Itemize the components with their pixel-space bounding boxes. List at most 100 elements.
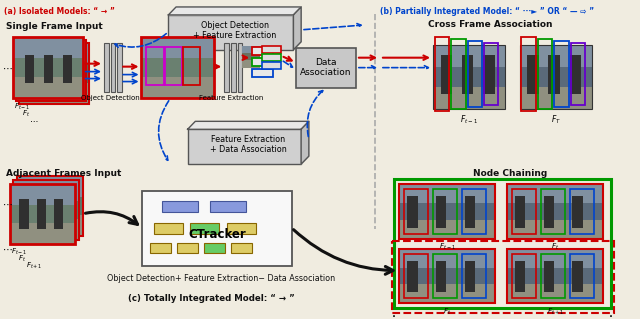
Bar <box>141 37 214 58</box>
Text: $F_t$: $F_t$ <box>551 242 559 252</box>
Bar <box>17 80 86 101</box>
Bar <box>17 176 83 236</box>
Bar <box>484 43 499 105</box>
Text: $\cdots$: $\cdots$ <box>2 63 13 73</box>
Bar <box>468 41 482 108</box>
Text: Object Detection
+ Feature Extraction: Object Detection + Feature Extraction <box>193 21 276 40</box>
Bar <box>520 45 592 109</box>
Polygon shape <box>188 121 309 129</box>
Bar <box>210 201 246 212</box>
Bar <box>515 196 525 228</box>
Text: $F_t$: $F_t$ <box>444 306 452 316</box>
Text: (a) Isolated Models: “ → ”: (a) Isolated Models: “ → ” <box>4 7 115 16</box>
Bar <box>407 261 417 293</box>
Bar <box>512 254 536 298</box>
Bar <box>19 199 29 229</box>
Bar <box>13 180 79 240</box>
Bar <box>227 223 256 234</box>
Bar <box>507 249 604 303</box>
Bar <box>554 41 568 108</box>
Bar <box>13 37 83 58</box>
Bar <box>436 196 447 228</box>
Bar <box>188 129 301 164</box>
Bar <box>436 261 447 293</box>
Bar <box>177 243 198 253</box>
Text: $F_T$: $F_T$ <box>550 113 561 126</box>
Bar <box>570 43 585 105</box>
Bar <box>433 45 505 109</box>
Bar <box>570 55 581 94</box>
Text: $\cdots$: $\cdots$ <box>2 244 13 254</box>
Bar <box>433 45 505 109</box>
Bar <box>17 215 83 236</box>
Bar <box>462 254 486 298</box>
Bar <box>541 254 564 298</box>
Text: Node Chaining: Node Chaining <box>473 169 547 178</box>
Polygon shape <box>294 7 301 50</box>
Bar <box>252 69 273 77</box>
Text: $F_t$: $F_t$ <box>22 108 30 119</box>
Bar <box>507 184 604 239</box>
Bar <box>183 47 200 85</box>
Text: $F_{t-1}$: $F_{t-1}$ <box>439 242 456 252</box>
Bar <box>435 37 449 111</box>
Bar <box>512 189 536 234</box>
Text: (b) Partially Integrated Model: “ ···► ” OR “ — ⇨ ”: (b) Partially Integrated Model: “ ···► ”… <box>380 7 594 16</box>
Bar <box>17 176 83 236</box>
Polygon shape <box>168 7 301 15</box>
Bar <box>111 43 115 93</box>
Bar <box>13 180 79 201</box>
Bar <box>13 219 79 240</box>
Text: $\cdots$: $\cdots$ <box>2 199 13 209</box>
Bar <box>483 55 495 94</box>
Text: Feature Extraction
+ Data Association: Feature Extraction + Data Association <box>210 135 287 154</box>
Bar <box>164 47 182 85</box>
Bar <box>462 55 474 94</box>
Bar <box>10 184 75 244</box>
Text: $F_t$: $F_t$ <box>19 254 26 264</box>
Bar <box>433 189 457 234</box>
Bar <box>572 261 583 293</box>
Text: Data
Association: Data Association <box>300 58 352 77</box>
Bar <box>54 199 63 229</box>
Bar <box>162 201 198 212</box>
Bar <box>572 196 583 228</box>
Bar <box>231 43 236 93</box>
Bar <box>507 219 604 239</box>
Text: CTracker: CTracker <box>188 228 246 241</box>
Bar <box>224 43 229 93</box>
Bar <box>150 243 172 253</box>
Text: Feature Extraction: Feature Extraction <box>198 95 263 101</box>
Bar <box>10 184 75 244</box>
Text: (c) Totally Integrated Model: “ → ”: (c) Totally Integrated Model: “ → ” <box>128 294 295 303</box>
Bar <box>17 40 86 101</box>
Bar <box>465 196 476 228</box>
Bar <box>527 55 539 94</box>
Bar <box>168 15 294 50</box>
Bar <box>399 249 495 303</box>
Bar <box>515 261 525 293</box>
Bar <box>154 223 183 234</box>
Text: $F_{t-1}$: $F_{t-1}$ <box>15 101 31 112</box>
Bar <box>392 241 614 313</box>
Bar <box>441 55 452 94</box>
Bar <box>507 249 604 268</box>
Bar <box>252 47 273 55</box>
Bar <box>10 184 75 205</box>
Bar <box>399 219 495 239</box>
Bar <box>541 189 564 234</box>
Bar <box>243 46 260 68</box>
Bar <box>507 284 604 303</box>
Bar <box>19 43 88 104</box>
Bar <box>104 43 109 93</box>
Bar <box>433 87 505 109</box>
Bar <box>399 184 495 239</box>
Bar <box>399 284 495 303</box>
Bar <box>507 184 604 239</box>
Bar <box>252 58 273 66</box>
Bar <box>507 184 604 203</box>
Text: Object Detection: Object Detection <box>81 95 140 101</box>
Bar <box>520 87 592 109</box>
Bar <box>19 83 88 104</box>
Bar <box>142 191 291 265</box>
